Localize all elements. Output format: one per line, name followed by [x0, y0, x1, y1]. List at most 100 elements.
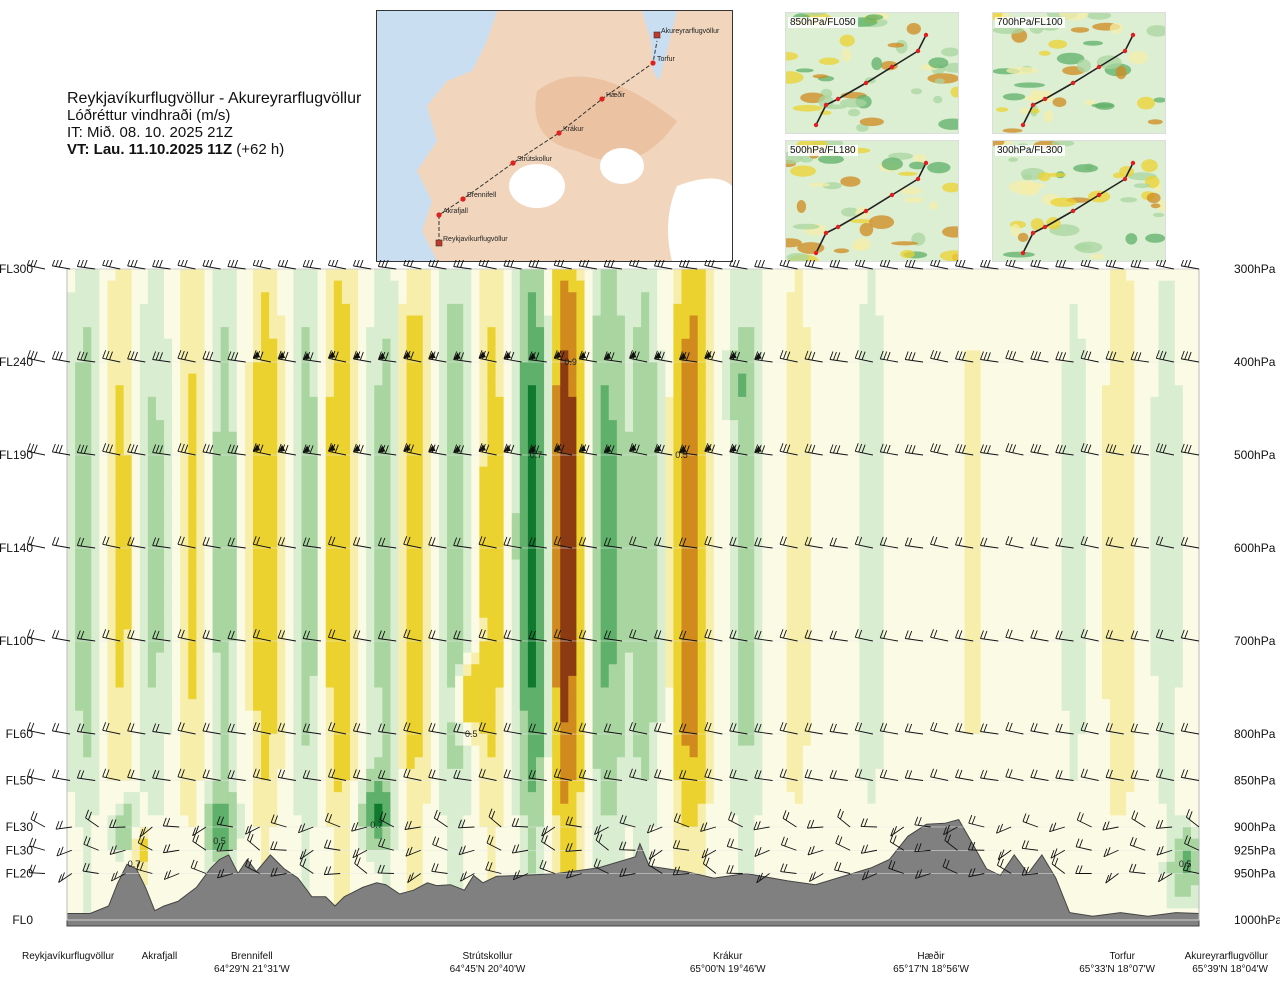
velocity-cell [665, 443, 675, 456]
velocity-cell [730, 489, 739, 503]
velocity-cell [697, 408, 707, 421]
velocity-cell [414, 396, 424, 410]
velocity-cell [99, 524, 109, 537]
velocity-cell [503, 571, 513, 584]
map-sea-west [377, 11, 497, 261]
level-map-field-patch [786, 52, 799, 61]
velocity-cell [67, 582, 76, 596]
velocity-cell [916, 350, 925, 363]
velocity-cell [495, 582, 505, 596]
velocity-cell [519, 594, 529, 607]
velocity-cell [139, 606, 149, 619]
velocity-cell [147, 548, 157, 561]
velocity-cell [325, 536, 335, 549]
level-map-waypoint-marker [1020, 122, 1026, 128]
velocity-cell [131, 548, 141, 561]
velocity-cell [406, 652, 416, 665]
velocity-cell [689, 362, 699, 375]
velocity-cell [406, 408, 416, 421]
velocity-cell [1037, 303, 1046, 317]
velocity-cell [220, 513, 230, 526]
velocity-cell [374, 524, 383, 537]
velocity-cell [762, 652, 772, 665]
velocity-cell [859, 455, 869, 468]
velocity-cell [447, 606, 456, 619]
velocity-cell [293, 443, 303, 456]
velocity-cell [180, 431, 189, 444]
velocity-cell [341, 280, 351, 293]
velocity-cell [762, 501, 772, 514]
velocity-cell [463, 338, 472, 351]
velocity-cell [1053, 350, 1063, 363]
velocity-cell [463, 396, 472, 410]
velocity-cell [875, 327, 885, 340]
velocity-cell [996, 303, 1006, 317]
velocity-cell [649, 641, 658, 654]
velocity-cell [794, 420, 804, 433]
velocity-cell [1053, 420, 1063, 433]
velocity-cell [325, 292, 335, 305]
velocity-cell [1029, 362, 1038, 375]
velocity-cell [293, 315, 303, 328]
velocity-cell [1004, 548, 1014, 561]
velocity-cell [535, 641, 545, 654]
velocity-cell [818, 501, 828, 514]
velocity-cell [1134, 548, 1143, 561]
velocity-cell [196, 362, 206, 375]
velocity-cell [503, 513, 513, 526]
velocity-cell [996, 466, 1006, 479]
velocity-cell [778, 292, 788, 305]
velocity-cell [932, 629, 941, 642]
velocity-cell [398, 327, 408, 340]
velocity-cell [422, 292, 432, 305]
velocity-cell [794, 594, 804, 607]
velocity-cell [244, 536, 254, 549]
velocity-cell [544, 559, 553, 572]
velocity-cell [705, 315, 715, 328]
velocity-cell [414, 571, 424, 584]
velocity-cell [1150, 478, 1160, 491]
velocity-cell [649, 303, 658, 317]
velocity-cell [633, 338, 642, 351]
level-map-field-patch [906, 23, 921, 35]
velocity-cell [123, 524, 133, 537]
velocity-cell [277, 652, 286, 665]
velocity-cell [600, 269, 610, 282]
velocity-cell [382, 594, 392, 607]
level-map-thumbnail[interactable]: 300hPa/FL300 [992, 140, 1166, 262]
velocity-cell [366, 489, 375, 503]
level-map-thumbnail[interactable]: 500hPa/FL180 [785, 140, 959, 262]
velocity-cell [325, 431, 335, 444]
velocity-cell [1069, 385, 1079, 398]
velocity-cell [1134, 292, 1143, 305]
velocity-cell [1142, 362, 1152, 375]
velocity-cell [172, 617, 181, 630]
velocity-cell [1037, 292, 1046, 305]
velocity-cell [1013, 420, 1022, 433]
velocity-cell [155, 641, 165, 654]
velocity-cell [592, 466, 602, 479]
velocity-cell [83, 594, 92, 607]
velocity-cell [75, 478, 84, 491]
velocity-cell [754, 431, 763, 444]
velocity-cell [996, 408, 1006, 421]
velocity-cell [1110, 373, 1119, 386]
velocity-cell [1110, 489, 1119, 503]
velocity-cell [123, 629, 133, 642]
velocity-cell [317, 315, 327, 328]
velocity-cell [956, 501, 966, 514]
velocity-cell [398, 559, 408, 572]
velocity-cell [390, 350, 400, 363]
velocity-cell [608, 594, 618, 607]
velocity-cell [552, 396, 561, 410]
velocity-cell [131, 489, 141, 503]
velocity-cell [83, 385, 92, 398]
velocity-cell [422, 350, 432, 363]
velocity-cell [487, 513, 497, 526]
velocity-cell [980, 373, 990, 386]
level-map-thumbnail[interactable]: 850hPa/FL050 [785, 12, 959, 134]
level-map-field-patch [841, 207, 860, 217]
level-map-thumbnail[interactable]: 700hPa/FL100 [992, 12, 1166, 134]
velocity-cell [155, 617, 165, 630]
velocity-cell [713, 455, 723, 468]
